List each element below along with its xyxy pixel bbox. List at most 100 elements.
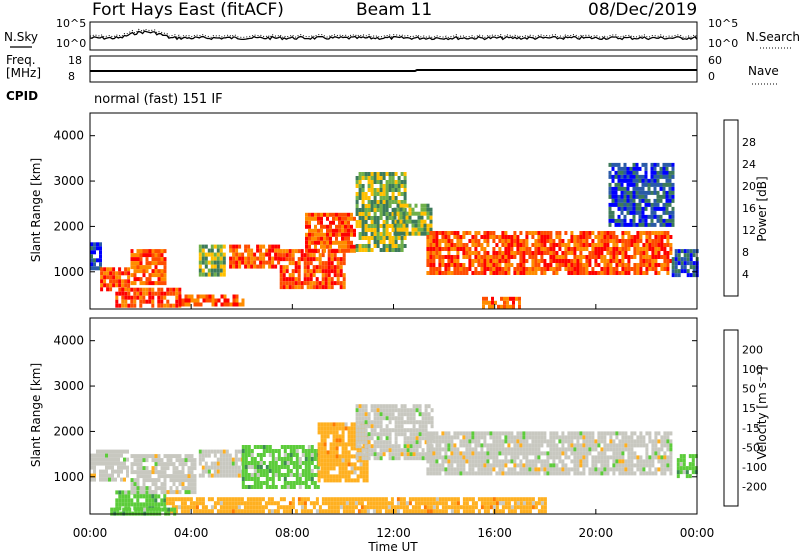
- scatter-cell: [244, 445, 248, 449]
- scatter-cell: [326, 232, 329, 237]
- scatter-cell: [277, 244, 281, 249]
- scatter-cell: [615, 467, 619, 472]
- scatter-cell: [187, 298, 191, 303]
- scatter-cell: [396, 505, 400, 510]
- scatter-cell: [157, 281, 161, 286]
- scatter-cell: [99, 469, 102, 474]
- scatter-cell: [265, 481, 269, 485]
- scatter-cell: [341, 228, 344, 233]
- scatter-cell: [630, 443, 634, 448]
- scatter-cell: [432, 259, 436, 263]
- scatter-cell: [402, 207, 406, 212]
- scatter-cell: [359, 474, 363, 479]
- scatter-cell: [427, 412, 431, 417]
- scatter-cell: [103, 271, 107, 276]
- scatter-cell: [385, 224, 389, 228]
- scatter-cell: [219, 501, 223, 506]
- scatter-cell: [320, 240, 323, 245]
- scatter-cell: [492, 447, 496, 452]
- scatter-cell: [624, 435, 628, 440]
- scatter-cell: [139, 462, 143, 467]
- scatter-cell: [612, 443, 616, 448]
- scatter-cell: [303, 265, 307, 270]
- scatter-cell: [364, 424, 368, 429]
- scatter-cell: [204, 260, 208, 265]
- scatter-cell: [145, 249, 149, 254]
- scatter-cell: [163, 462, 167, 467]
- scatter-cell: [441, 431, 445, 436]
- scatter-cell: [426, 459, 430, 464]
- scatter-cell: [576, 259, 580, 263]
- scatter-cell: [391, 456, 395, 461]
- scatter-cell: [623, 198, 627, 203]
- scatter-cell: [342, 277, 346, 282]
- scatter-cell: [477, 271, 481, 275]
- scatter-cell: [660, 471, 664, 476]
- scatter-cell: [256, 473, 260, 477]
- scatter-cell: [344, 470, 348, 475]
- scatter-cell: [379, 176, 383, 180]
- scatter-cell: [603, 451, 607, 456]
- scatter-cell: [432, 235, 436, 239]
- scatter-cell: [344, 216, 347, 221]
- scatter-cell: [465, 435, 469, 440]
- scatter-cell: [396, 219, 400, 224]
- scatter-cell: [100, 267, 104, 272]
- scatter-cell: [468, 471, 472, 476]
- scatter-cell: [546, 467, 550, 472]
- scatter-cell: [310, 469, 314, 473]
- scatter-cell: [271, 248, 275, 253]
- scatter-cell: [351, 509, 355, 514]
- scatter-cell: [534, 447, 538, 452]
- scatter-cell: [621, 247, 625, 251]
- scatter-cell: [364, 440, 368, 445]
- scatter-cell: [361, 440, 365, 445]
- scatter-cell: [666, 243, 670, 247]
- scatter-cell: [543, 439, 547, 444]
- scatter-cell: [621, 447, 625, 452]
- scatter-cell: [564, 439, 568, 444]
- scatter-cell: [310, 477, 314, 481]
- noise-tick-left-top: 10^5: [56, 17, 86, 30]
- scatter-cell: [546, 455, 550, 460]
- scatter-cell: [151, 261, 155, 266]
- scatter-cell: [576, 455, 580, 460]
- scatter-cell: [627, 271, 631, 275]
- scatter-cell: [456, 501, 460, 506]
- scatter-cell: [453, 509, 457, 514]
- scatter-cell: [283, 445, 287, 449]
- scatter-cell: [396, 203, 400, 208]
- scatter-cell: [480, 235, 484, 239]
- scatter-cell: [358, 192, 362, 196]
- scatter-cell: [399, 211, 403, 216]
- scatter-cell: [229, 302, 233, 307]
- scatter-cell: [412, 448, 416, 453]
- scatter-cell: [106, 271, 110, 276]
- scatter-cell: [573, 455, 577, 460]
- scatter-cell: [370, 448, 374, 453]
- scatter-cell: [519, 271, 523, 275]
- scatter-cell: [271, 469, 275, 473]
- scatter-cell: [115, 279, 119, 284]
- scatter-cell: [609, 231, 613, 235]
- scatter-cell: [600, 455, 604, 460]
- scatter-cell: [480, 467, 484, 472]
- scatter-cell: [142, 287, 146, 292]
- scatter-cell: [662, 190, 666, 195]
- scatter-cell: [391, 216, 395, 220]
- scatter-cell: [304, 469, 308, 473]
- scatter-cell: [397, 184, 401, 188]
- scatter-cell: [311, 248, 314, 253]
- colorbar-tick: 15: [742, 402, 756, 415]
- scatter-cell: [232, 264, 236, 269]
- scatter-cell: [597, 435, 601, 440]
- scatter-cell: [450, 443, 454, 448]
- scatter-cell: [579, 255, 583, 259]
- scatter-cell: [648, 431, 652, 436]
- scatter-cell: [415, 448, 419, 453]
- scatter-cell: [121, 502, 125, 507]
- scatter-cell: [597, 231, 601, 235]
- scatter-cell: [612, 471, 616, 476]
- scatter-cell: [465, 471, 469, 476]
- scatter-cell: [235, 298, 239, 303]
